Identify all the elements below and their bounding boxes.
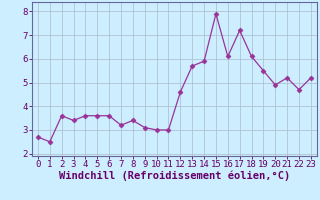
X-axis label: Windchill (Refroidissement éolien,°C): Windchill (Refroidissement éolien,°C) — [59, 171, 290, 181]
